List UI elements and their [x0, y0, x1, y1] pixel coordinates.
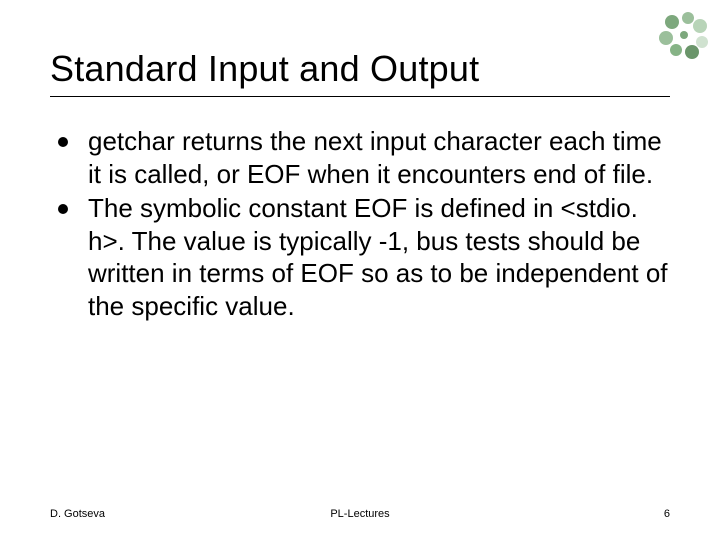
title-container: Standard Input and Output [50, 48, 670, 97]
slide-title: Standard Input and Output [50, 48, 670, 90]
list-item: The symbolic constant EOF is defined in … [58, 192, 670, 322]
footer-author: D. Gotseva [50, 508, 105, 520]
corner-logo-icon [656, 8, 712, 64]
footer-title: PL-Lectures [330, 508, 389, 520]
bullet-text: The symbolic constant EOF is defined in … [88, 192, 670, 322]
footer-page-number: 6 [664, 508, 670, 520]
bullet-icon [58, 137, 68, 147]
bullet-text: getchar returns the next input character… [88, 125, 670, 190]
slide-footer: D. Gotseva PL-Lectures 6 [0, 508, 720, 520]
bullet-list: getchar returns the next input character… [50, 125, 670, 322]
bullet-icon [58, 204, 68, 214]
list-item: getchar returns the next input character… [58, 125, 670, 190]
slide: Standard Input and Output getchar return… [0, 0, 720, 540]
